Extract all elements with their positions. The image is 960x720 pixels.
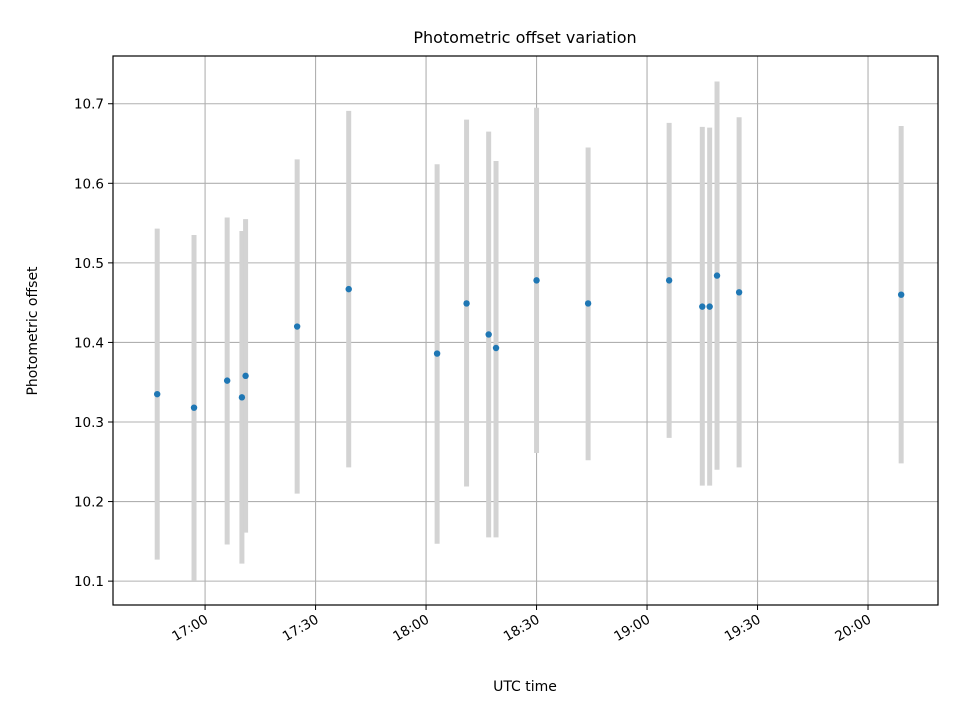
y-tick-label: 10.2 [74, 495, 104, 511]
grid-lines [113, 56, 938, 605]
data-point [706, 303, 713, 310]
y-tick-label: 10.1 [74, 574, 104, 590]
y-axis: 10.1 10.2 10.3 10.4 10.5 10.6 10.7 [74, 97, 113, 590]
data-point [190, 404, 198, 411]
y-tick-label: 10.3 [74, 415, 104, 431]
data-point [223, 377, 231, 384]
data-point [293, 323, 301, 330]
data-point [533, 277, 540, 284]
data-point [433, 350, 441, 357]
data-point [713, 272, 721, 279]
y-tick-label: 10.6 [74, 176, 104, 192]
y-tick-label: 10.4 [74, 335, 104, 351]
data-point [492, 344, 500, 352]
data-point [238, 394, 246, 401]
x-axis-label: UTC time [493, 679, 557, 695]
y-tick-label: 10.5 [74, 256, 104, 272]
data-points [153, 272, 905, 411]
data-point [897, 291, 905, 298]
data-point [153, 390, 161, 398]
data-point [735, 289, 743, 296]
data-point [584, 300, 592, 307]
data-point [463, 300, 470, 307]
data-point [665, 277, 673, 284]
data-point [345, 285, 352, 293]
data-point [242, 372, 249, 380]
data-point [699, 303, 706, 310]
y-axis-label: Photometric offset [25, 266, 41, 396]
chart-title: Photometric offset variation [413, 28, 636, 47]
data-point [485, 331, 492, 338]
y-tick-label: 10.7 [74, 97, 104, 113]
plot-frame [112, 55, 939, 606]
